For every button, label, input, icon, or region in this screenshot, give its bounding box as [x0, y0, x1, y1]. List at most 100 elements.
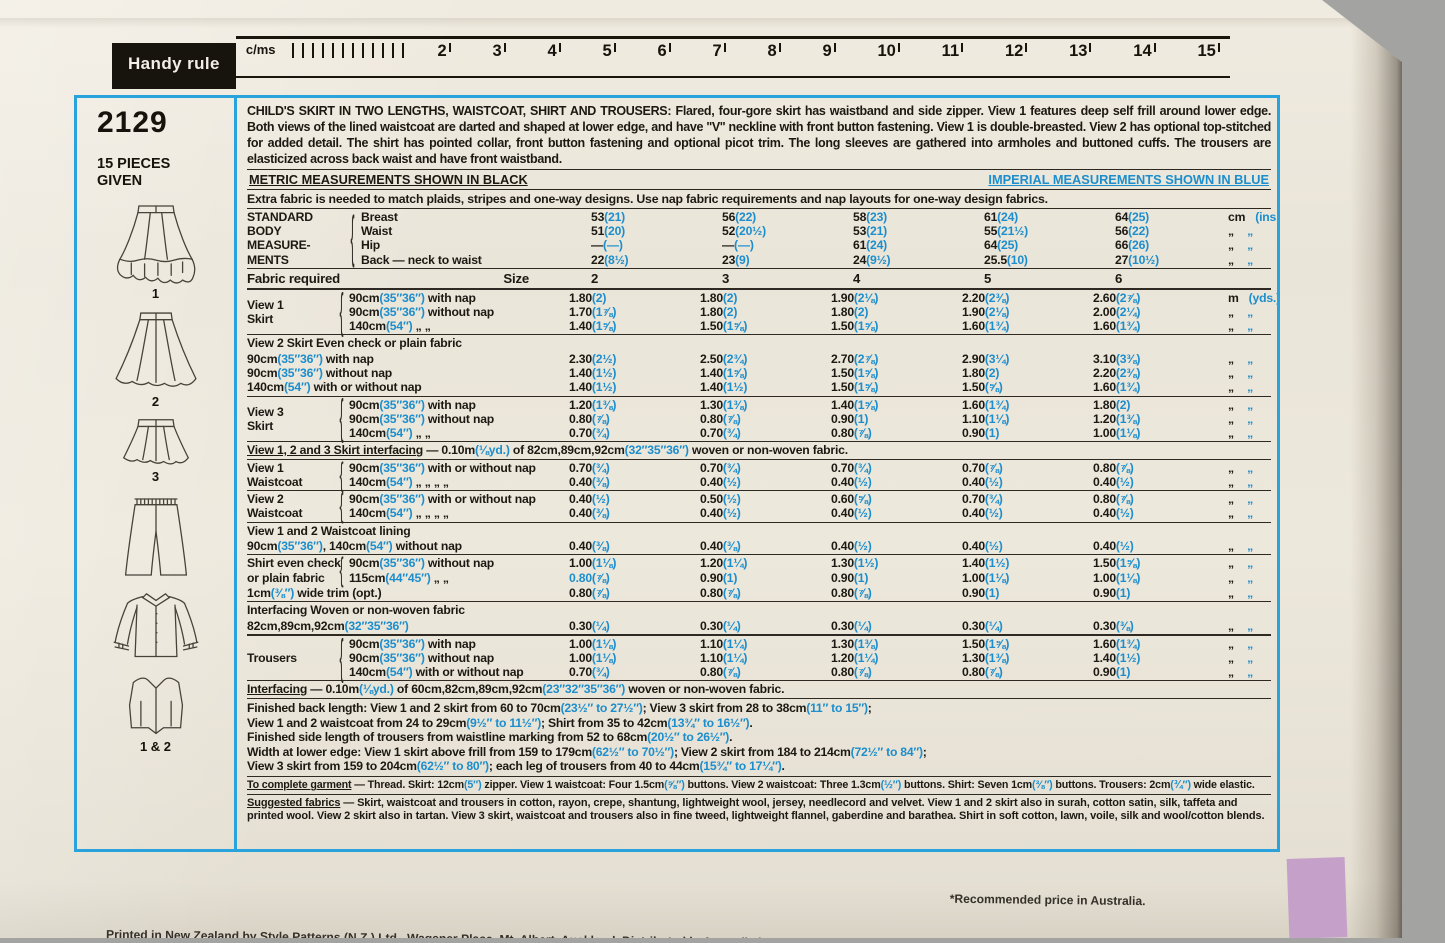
ruler-number-text: 10: [877, 42, 896, 60]
fabric-amount-cell: 0.40(½): [831, 539, 962, 553]
ruler-number: 5: [603, 42, 616, 61]
fabric-amount-cell: 0.70(¾): [569, 461, 700, 475]
imperial-value: (35″36″): [379, 636, 425, 651]
metric-value: „: [1228, 585, 1238, 600]
metric-value: „: [1228, 506, 1238, 521]
metric-value: without nap: [424, 411, 495, 426]
metric-value: 3.10: [1093, 352, 1116, 367]
imperial-value: (2⅛): [984, 305, 1010, 320]
fabric-amount-cell: 0.40(½): [831, 506, 962, 520]
imperial-value: (½): [984, 475, 1003, 490]
imperial-value: 0.80(⅞): [569, 570, 610, 585]
row-label: 140cm(54″) „ „: [349, 319, 569, 333]
metric-value: „: [1228, 460, 1238, 475]
ruler-number-text: 6: [657, 42, 667, 60]
metric-value: 56: [1115, 224, 1129, 239]
imperial-value: (9½″ to 11½″): [466, 715, 542, 730]
imperial-value: (1½): [984, 556, 1010, 571]
imperial-value: (23½″ to 27½″): [560, 701, 643, 716]
metric-value: 140cm: [349, 319, 386, 334]
imperial-value: (54″): [283, 380, 311, 395]
ruler-tick-mark: [1153, 43, 1156, 52]
imperial-value: (20½″ to 26½″): [647, 730, 730, 745]
metric-value: 0.40: [569, 475, 592, 490]
unit-cell: „ „: [1224, 426, 1271, 440]
ruler-number: 15: [1197, 42, 1220, 61]
metric-value: .: [729, 730, 733, 745]
metric-value: 58: [853, 210, 867, 224]
ruler-tick-mark: [833, 43, 836, 52]
imprint-line-1: Printed in New Zealand by Style Patterns…: [105, 927, 973, 943]
imperial-value: (20): [604, 224, 626, 239]
finished-note-line: View 1 and 2 waistcoat from 24 to 29cm(9…: [247, 716, 1271, 731]
unit-cell: „ „: [1224, 319, 1271, 333]
unit-cell: „ „: [1224, 253, 1271, 267]
imperial-value: (1½): [591, 366, 617, 381]
metric-value: with nap: [424, 636, 476, 651]
brace-char: {: [350, 206, 354, 271]
group-label: View 3 Skirt: [247, 398, 333, 441]
group-label-rest: even check: [273, 556, 341, 571]
fabric-amount-cell: 1.10(1⅛): [962, 412, 1093, 426]
fabric-amount-cell: 0.40(⅜): [569, 539, 700, 553]
imperial-value: „: [1247, 352, 1253, 367]
fabric-amount-cell: 0.90(1): [700, 571, 831, 585]
ruler-number-text: 7: [712, 42, 722, 60]
metric-value: 64: [1115, 210, 1129, 224]
view-2-flared-skirt-figure: 2: [99, 308, 213, 409]
ruler-numbers: 2 3 4 5 6 7 8 9 10 11 12 13 14 15: [438, 42, 1221, 61]
instruction-panel: 2129 15 PIECES GIVEN 1: [74, 95, 1280, 852]
metric-value: 1.50: [962, 636, 985, 651]
flared-skirt-illustration: [114, 312, 197, 387]
imperial-value: (⅞): [984, 665, 1003, 680]
fabric-amount-cell: 1.00(1⅛): [1093, 426, 1224, 440]
metric-value: —: [591, 238, 603, 253]
row-label: 90cm(35″36″) with or without nap: [349, 461, 569, 475]
metric-value: „: [1228, 380, 1238, 395]
metric-value: without nap: [392, 539, 462, 554]
metric-value: 1.40: [831, 397, 854, 412]
finished-measurements-notes: Finished back length: View 1 and 2 skirt…: [247, 699, 1271, 778]
imperial-value: (1⅝): [1115, 556, 1141, 571]
metric-value: 2.00: [1093, 305, 1116, 320]
group-label-bold: Skirt: [247, 312, 274, 327]
imperial-value: (2): [1115, 397, 1131, 412]
fabric-section: View 1, 2 and 3 Skirt interfacing — 0.10…: [247, 442, 1271, 460]
imperial-value: (½): [853, 475, 872, 490]
brace-char: {: [339, 391, 343, 447]
group-label-line: Waistcoat: [247, 475, 333, 489]
metric-value: 1.40: [569, 380, 592, 395]
imperial-value: (44″45″): [385, 570, 431, 585]
unit-cell: „ „: [1224, 556, 1271, 570]
fabric-row: 140cm(54″) with or without nap 0.70(¾) 0.8…: [349, 665, 1271, 679]
ruler-number: 10: [878, 42, 900, 61]
ruler-number: 2: [438, 42, 451, 61]
imperial-value: (⅞): [853, 585, 872, 600]
imperial-value: (⅜): [722, 539, 741, 554]
metric-value: 1.20: [700, 556, 723, 571]
metric-value: with or without nap: [424, 492, 536, 507]
group-label-line: Trousers: [247, 651, 333, 665]
heading-line: MEASURE-: [247, 238, 311, 253]
imperial-value: (½″): [880, 779, 902, 792]
fabric-amount-cell: 1.00(1⅛): [569, 637, 700, 651]
metric-value: — Thread. Skirt: 12cm: [351, 779, 464, 792]
metric-value: wide elastic.: [1190, 779, 1255, 792]
ruler-number-text: 8: [767, 42, 777, 60]
fabric-amount-cell: 1.20(1⅜): [1093, 412, 1224, 426]
metric-value: „: [1228, 665, 1238, 680]
imperial-value: (1¾): [1115, 319, 1141, 334]
ruler-number-text: 5: [602, 42, 612, 60]
view-1-frill-skirt-figure: 1: [99, 200, 213, 301]
fabric-amount-cell: 0.30(¼): [569, 619, 700, 633]
metric-value: View 1 and 2 waistcoat from 24 to 29cm: [247, 715, 467, 730]
body-measurements-heading: STANDARD BODY MEASURE- MENTS: [247, 210, 343, 267]
metric-value: without nap: [322, 366, 393, 381]
fabric-amount-cell: 0.70(¾): [700, 461, 831, 475]
fabric-section: View 2 Waistcoat{ 90cm(35″36″) with or wi…: [247, 488, 1271, 525]
imperial-value: (2⅞): [853, 352, 879, 367]
imperial-value: (⅝): [853, 492, 872, 507]
imperial-value: (1½): [1115, 651, 1141, 666]
row-label: Back — neck to waist: [361, 253, 569, 267]
handy-rule-ruler: Handy rule c/ms 2 3 4 5 6 7 8 9 10 11 12 13 14 15: [112, 36, 1230, 89]
